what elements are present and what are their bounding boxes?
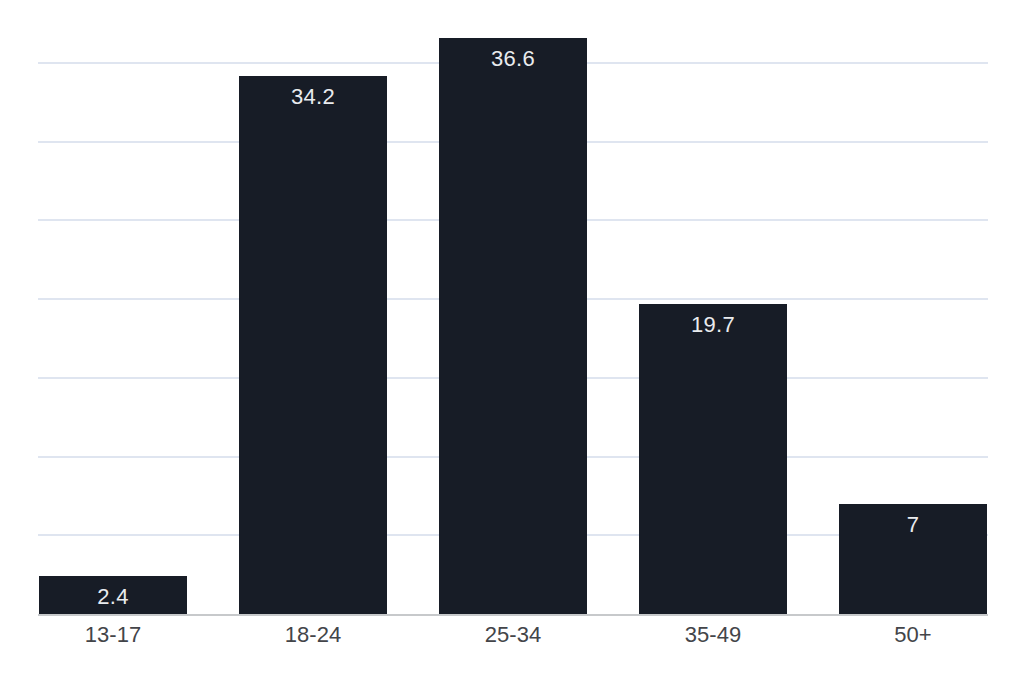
x-axis-label: 25-34: [439, 622, 587, 648]
x-axis-line: [38, 614, 988, 616]
bar[interactable]: 36.6: [439, 38, 587, 614]
bar[interactable]: 34.2: [239, 76, 387, 614]
x-axis-label: 35-49: [639, 622, 787, 648]
bar-value-label: 2.4: [39, 576, 187, 610]
bar-value-label: 19.7: [639, 304, 787, 338]
bar-value-label: 7: [839, 504, 987, 538]
bar-value-label: 36.6: [439, 38, 587, 72]
bar[interactable]: 2.4: [39, 576, 187, 614]
x-axis-label: 13-17: [39, 622, 187, 648]
x-axis-label: 18-24: [239, 622, 387, 648]
x-axis-label: 50+: [839, 622, 987, 648]
bar-chart: 2.4 34.2 36.6 19.7 7 13-17 18-24 25-34 35-49 50+: [0, 0, 1024, 690]
bar-value-label: 34.2: [239, 76, 387, 110]
bar[interactable]: 19.7: [639, 304, 787, 614]
plot-area: 2.4 34.2 36.6 19.7 7 13-17 18-24 25-34 35-49 50+: [38, 0, 988, 690]
bar[interactable]: 7: [839, 504, 987, 614]
